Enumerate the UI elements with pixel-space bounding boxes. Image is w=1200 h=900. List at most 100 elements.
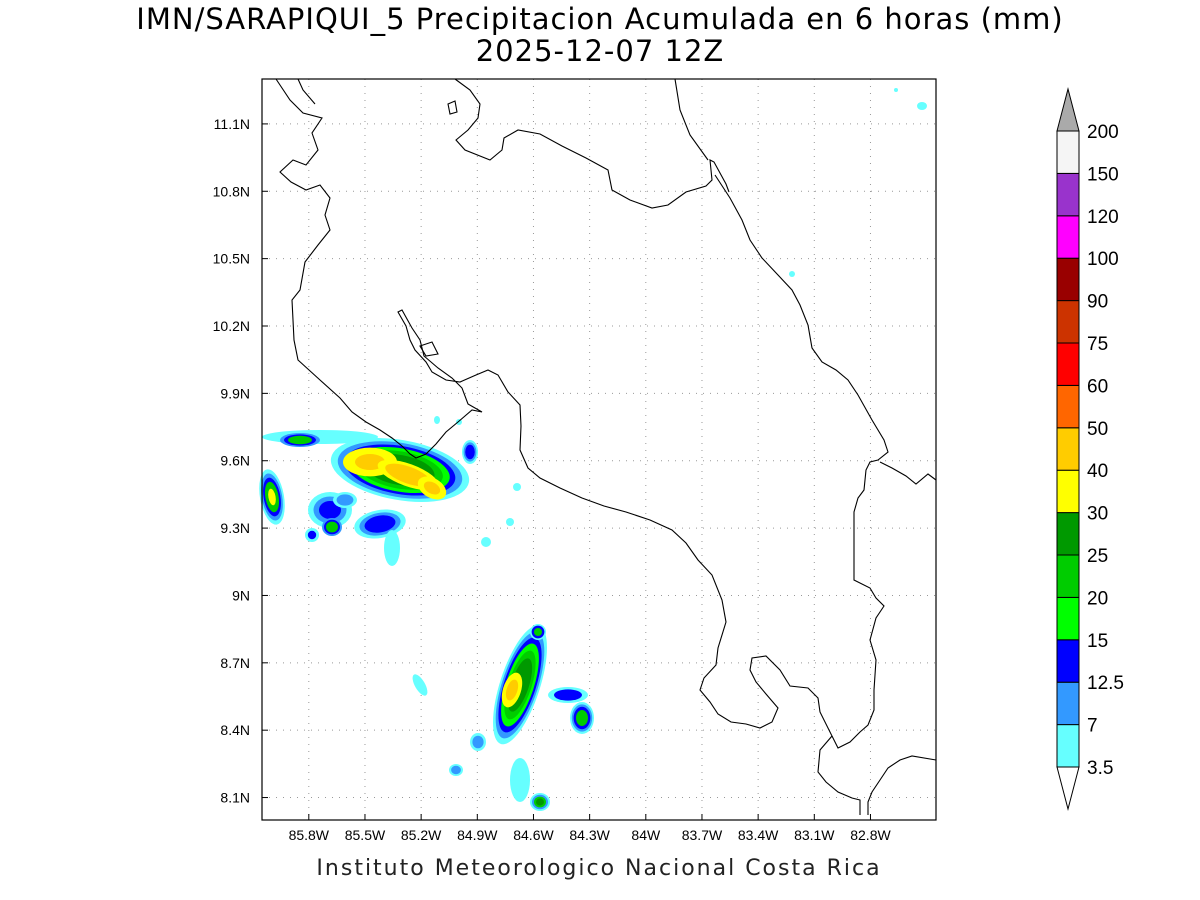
colorbar-max-arrow [1056,87,1080,132]
longitude-tick-label: 84.3W [569,827,610,843]
colorbar-level-label: 40 [1087,461,1108,482]
precipitation-contour [510,758,530,802]
colorbar-segment [1056,469,1080,514]
map-frame [261,78,937,821]
latitude-tick-label: 10.2N [213,318,250,334]
credit-footer: Instituto Meteorologico Nacional Costa R… [316,856,882,881]
colorbar: 3.5 7 12.5 15 20 25 30 40 50 60 75 90 100 120 150 200 [1056,87,1124,811]
precipitation-contour [505,679,519,701]
colorbar-level-label: 25 [1087,546,1108,567]
colorbar-segment [1056,257,1080,302]
colorbar-level-label: 60 [1087,376,1108,397]
precipitation-contour [789,271,795,277]
precipitation-contour [434,416,440,424]
precipitation-contour [384,530,400,566]
precipitation-contour [513,483,521,491]
precipitation-contour [364,515,396,533]
longitude-tick-label: 83.4W [738,827,779,843]
colorbar-segment [1056,342,1080,386]
colorbar-segment [1056,596,1080,641]
colorbar-level-label: 12.5 [1087,673,1124,694]
colorbar-segment [1056,681,1080,726]
colorbar-segment [1056,384,1080,429]
longitude-tick-label: 84W [631,827,661,843]
precipitation-contour [894,88,898,92]
colorbar-level-label: 30 [1087,504,1108,525]
colorbar-level-label: 20 [1087,588,1108,609]
precipitation-contour [336,494,354,506]
latitude-tick-label: 8.4N [220,722,250,738]
precipitation-contour [412,674,428,696]
precipitation-contour [451,765,461,775]
colorbar-segment [1056,554,1080,598]
precipitation-contour [355,454,385,470]
latitude-tick-label: 10.5N [213,251,250,267]
colorbar-segment [1056,427,1080,471]
latitude-tick-labels: 8.1N 8.4N 8.7N 9N 9.3N 9.6N 9.9N 10.2N 10.5N 10.8… [213,116,250,806]
longitude-tick-label: 84.9W [457,827,498,843]
coastline-segment [297,78,316,105]
longitude-tick-label: 85.2W [401,827,442,843]
coastline-segment [879,461,937,485]
colorbar-level-label: 90 [1087,292,1108,313]
coastline [275,78,937,815]
map-title: IMN/SARAPIQUI_5 Precipitacion Acumulada … [136,2,1064,36]
colorbar-level-label: 100 [1087,249,1119,270]
colorbar-level-label: 3.5 [1087,758,1113,779]
colorbar-segment [1056,512,1080,556]
precipitation-contour [472,735,484,749]
colorbar-min-arrow [1056,766,1080,811]
longitude-tick-label: 82.8W [850,827,891,843]
coastline-segment [714,174,889,749]
coastline-segment [275,78,861,815]
longitude-tick-label: 85.5W [345,827,386,843]
coastline-segment [454,78,730,209]
precipitation-contour [917,102,927,110]
latitude-tick-label: 9N [232,587,250,603]
longitude-tick-label: 84.6W [513,827,554,843]
colorbar-level-label: 15 [1087,631,1108,652]
precipitation-contour [326,521,338,533]
coastline-segment [674,78,709,161]
longitude-tick-label: 83.1W [794,827,835,843]
coastline-segment [447,100,458,115]
latitude-tick-label: 9.6N [220,453,250,469]
precipitation-contour [506,518,514,526]
colorbar-segment [1056,300,1080,344]
colorbar-level-label: 150 [1087,164,1119,185]
latitude-tick-label: 9.3N [220,520,250,536]
colorbar-segment [1056,639,1080,683]
longitude-tick-labels: 85.8W 85.5W 85.2W 84.9W 84.6W 84.3W 84W 83.7W 83… [289,827,892,843]
colorbar-level-label: 200 [1087,122,1119,143]
longitude-tick-label: 83.7W [682,827,723,843]
colorbar-segment [1056,724,1080,768]
longitude-tick-label: 85.8W [289,827,330,843]
coastline-segment [867,755,937,815]
colorbar-level-label: 120 [1087,207,1119,228]
coastline-segment [419,341,439,357]
latitude-tick-label: 8.1N [220,790,250,806]
colorbar-level-label: 75 [1087,334,1108,355]
precipitation-contour [288,435,312,445]
precipitation-contour [423,481,441,495]
colorbar-segment [1056,130,1080,174]
colorbar-level-label: 7 [1087,716,1098,737]
precipitation-contour [307,530,317,540]
gridlines [262,79,936,820]
precipitation-contour [576,710,588,726]
latitude-tick-label: 10.8N [213,183,250,199]
precipitation-contour [554,689,582,701]
latitude-tick-label: 9.9N [220,385,250,401]
precipitation-contour [534,628,542,636]
colorbar-segment [1056,215,1080,259]
precipitation-field [259,88,927,811]
precipitation-contour [268,488,276,506]
latitude-tick-label: 8.7N [220,655,250,671]
precipitation-contour [536,798,544,806]
precipitation-contour [319,501,341,519]
colorbar-segment [1056,172,1080,217]
map-subtitle-datetime: 2025-12-07 12Z [475,34,725,68]
colorbar-level-label: 50 [1087,419,1108,440]
precipitation-contour [465,444,475,460]
